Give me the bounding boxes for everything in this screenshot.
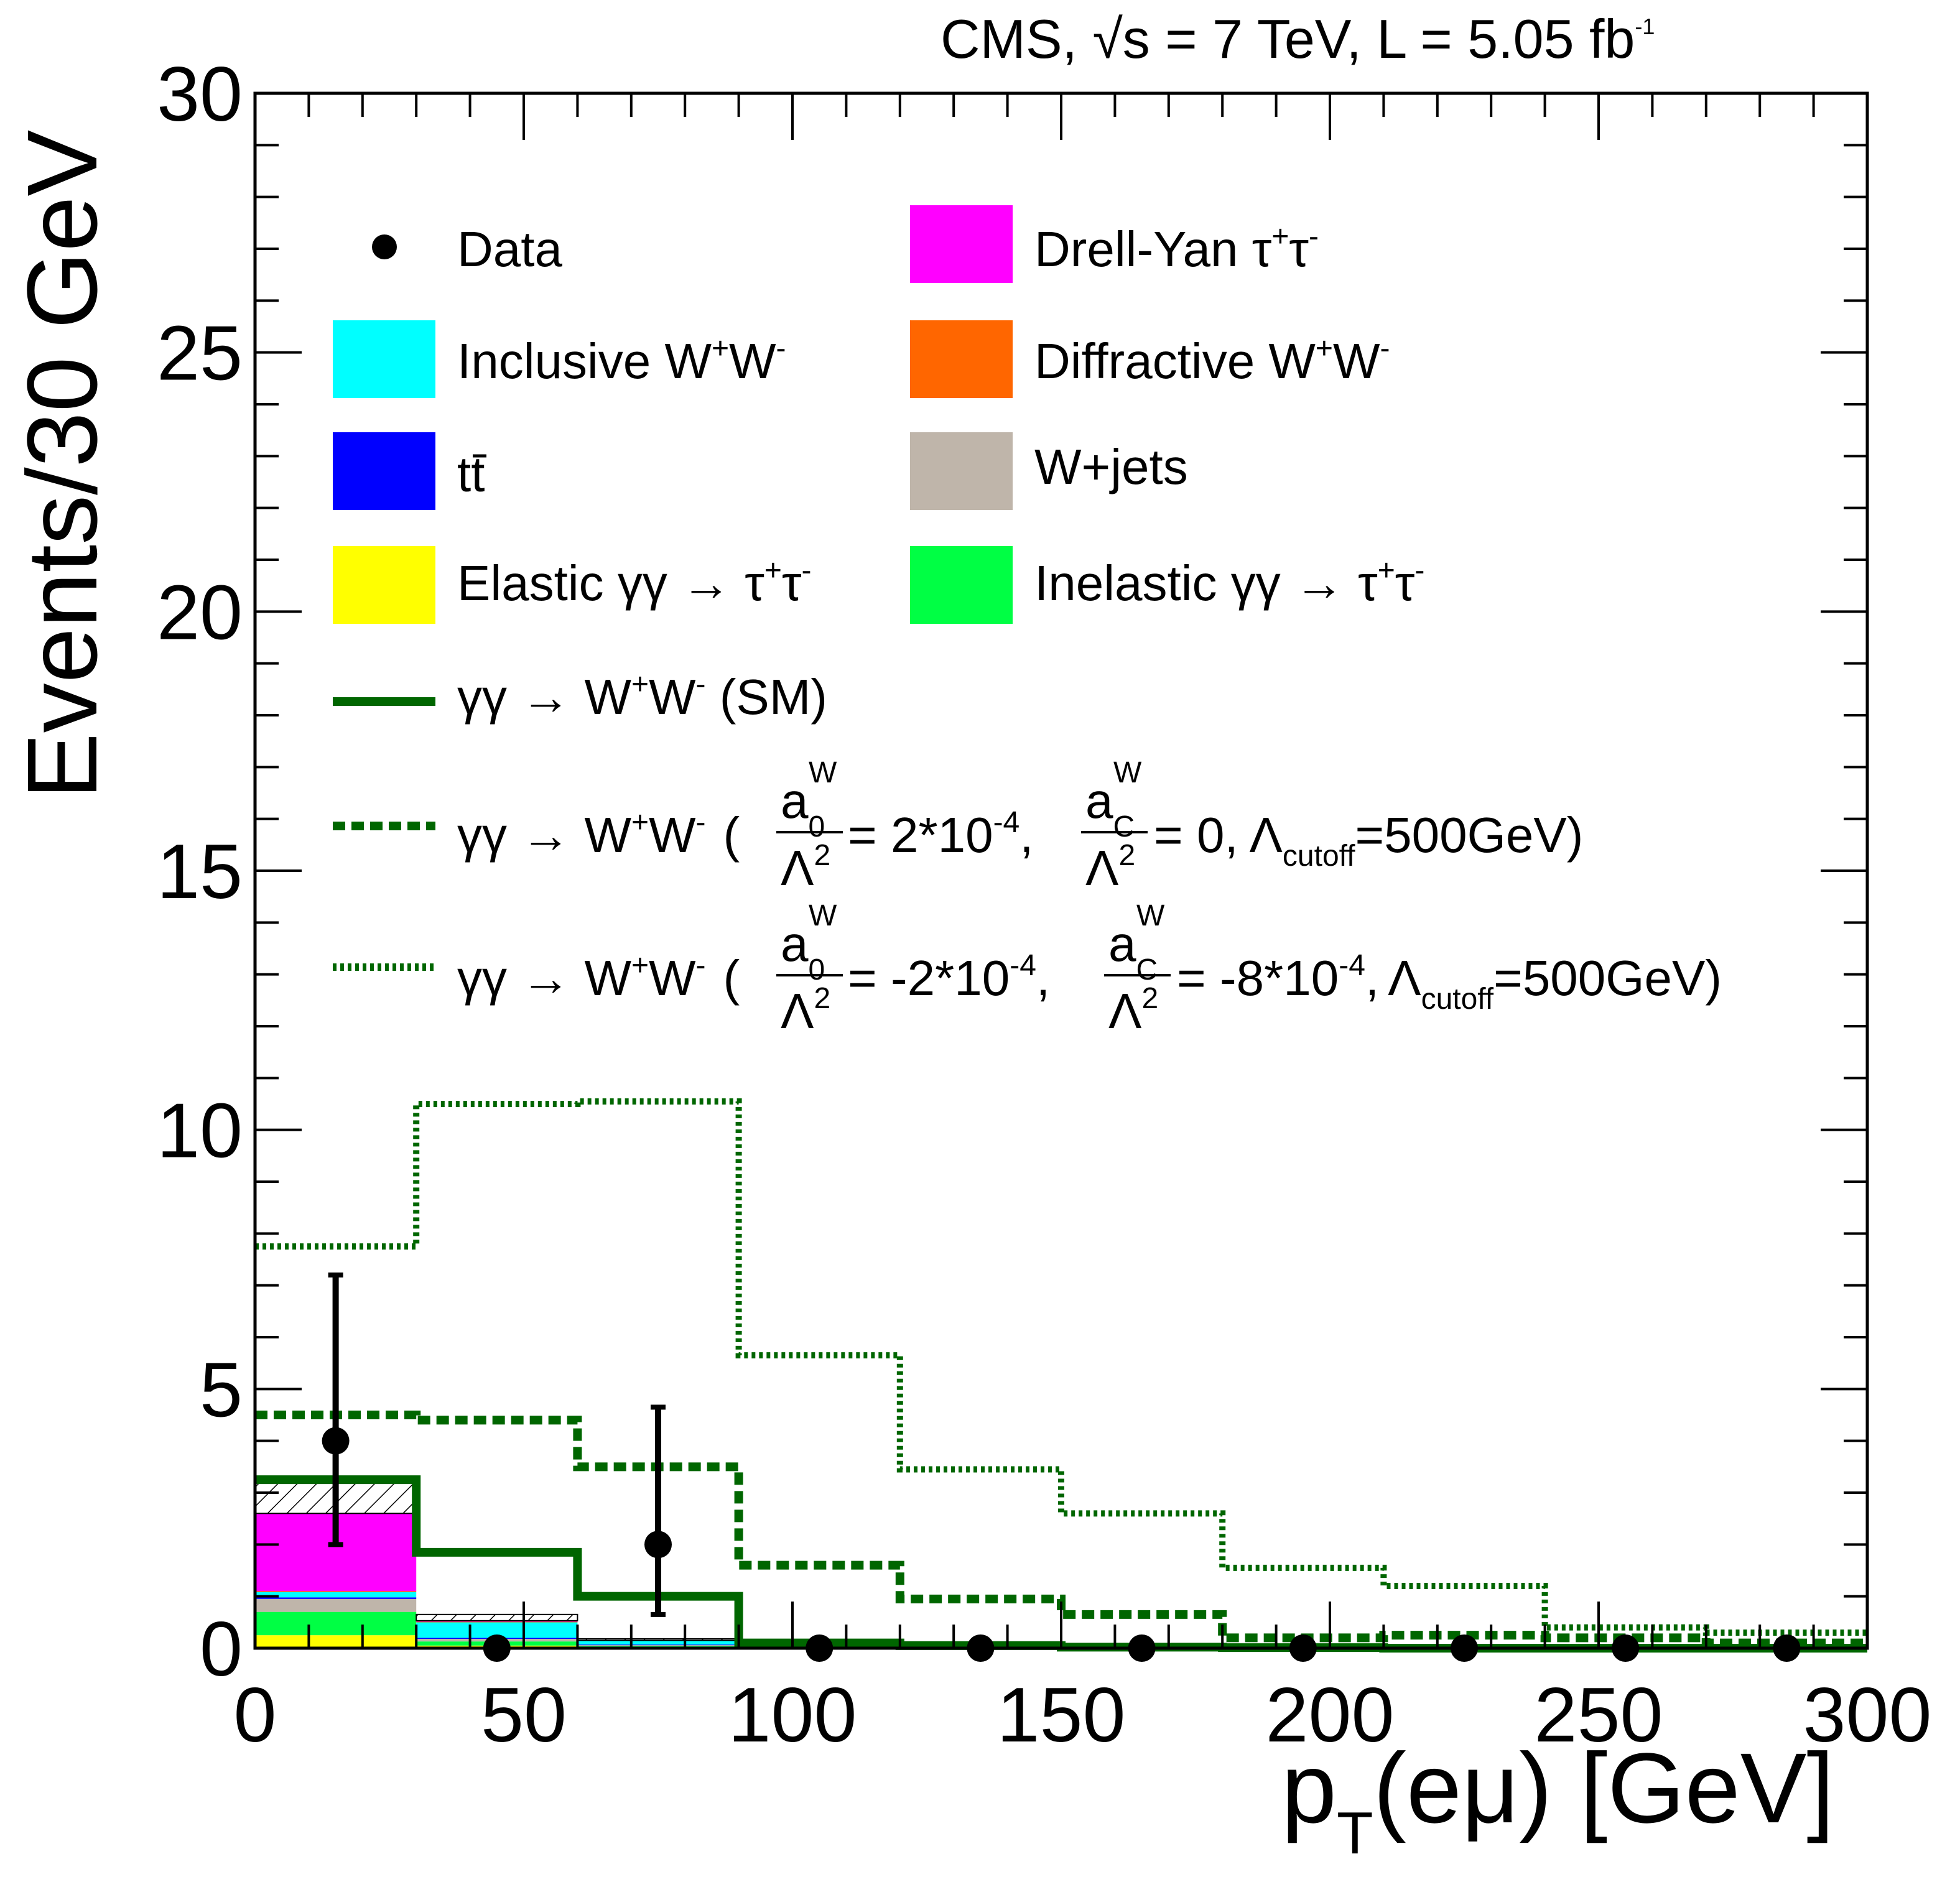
y-tick-label: 0 — [200, 1606, 243, 1692]
stack-bar-3-2 — [577, 1644, 739, 1646]
x-tick-label: 200 — [1266, 1672, 1395, 1758]
stack-bar-2-0 — [255, 1598, 417, 1612]
stack-bar-0-0 — [255, 1635, 417, 1648]
svg-text:Λ2: Λ2 — [781, 839, 830, 896]
svg-text:aC: aC — [1108, 916, 1158, 986]
x-tick-label: 300 — [1803, 1672, 1932, 1758]
legend-label-aqgc-2: γγ → W+W-( a0 W Λ2 = -2*10-4, aC W Λ2 = … — [457, 899, 1722, 1039]
svg-text:W: W — [809, 756, 837, 789]
svg-text:Λ2: Λ2 — [1108, 982, 1158, 1039]
legend: Data Drell-Yan τ+τ- Inclusive W+W- Diffr… — [333, 205, 1722, 1039]
svg-text:γγ → W+W-(: γγ → W+W-( — [457, 806, 740, 863]
legend-marker-data — [372, 234, 397, 259]
legend-swatch-wjets — [910, 432, 1013, 510]
y-tick-label: 5 — [200, 1347, 243, 1433]
legend-label-sm: γγ → W+W- (SM) — [457, 668, 827, 725]
legend-label-diffractive-ww: Diffractive W+W- — [1034, 332, 1390, 389]
stack-bar-4-2 — [577, 1640, 739, 1645]
svg-text:Λ2: Λ2 — [781, 982, 830, 1039]
legend-label-elastic: Elastic γγ → τ+τ- — [457, 554, 812, 611]
legend-swatch-drell-yan — [910, 205, 1013, 283]
svg-text:Λ2: Λ2 — [1085, 839, 1135, 896]
legend-swatch-elastic — [333, 546, 435, 624]
legend-label-data: Data — [457, 221, 562, 277]
y-tick-label: 10 — [157, 1088, 243, 1174]
stack-bar-2-2 — [577, 1645, 739, 1646]
x-tick-label: 250 — [1535, 1672, 1663, 1758]
x-tick-label: 150 — [997, 1672, 1126, 1758]
svg-text:W: W — [1113, 756, 1142, 789]
hatch-bin-2 — [577, 1638, 740, 1641]
legend-label-drell-yan: Drell-Yan τ+τ- — [1034, 220, 1319, 277]
svg-text:γγ → W+W-(: γγ → W+W-( — [457, 949, 740, 1006]
legend-swatch-inelastic — [910, 546, 1013, 624]
x-axis-label: pT(eμ) [GeV] — [1281, 1732, 1834, 1866]
data-point-0 — [322, 1427, 350, 1455]
stack-bar-5-1 — [416, 1621, 578, 1623]
signal-lines — [255, 1098, 1867, 1653]
legend-swatch-diffractive-ww — [910, 320, 1013, 398]
axis-ticks — [254, 92, 1869, 1649]
x-tick-label: 0 — [234, 1672, 277, 1758]
legend-swatch-ttbar — [333, 432, 435, 510]
x-tick-label: 100 — [728, 1672, 857, 1758]
svg-text:W: W — [809, 899, 837, 932]
data-point-2 — [644, 1531, 672, 1559]
y-tick-label: 25 — [157, 311, 243, 397]
y-tick-label: 30 — [157, 52, 243, 137]
legend-label-wjets: W+jets — [1034, 439, 1188, 494]
y-tick-label: 15 — [157, 829, 243, 915]
svg-text:= 0, Λcutoff=500GeV): = 0, Λcutoff=500GeV) — [1154, 807, 1583, 873]
svg-text:a0: a0 — [781, 916, 825, 986]
legend-label-inelastic: Inelastic γγ → τ+τ- — [1034, 554, 1424, 611]
hatch-bin-1 — [416, 1613, 578, 1621]
stack-bar-5-0 — [255, 1591, 417, 1592]
plot-frame — [253, 91, 1869, 1650]
svg-text:aC: aC — [1085, 773, 1135, 843]
stack-bar-4-0 — [255, 1592, 417, 1598]
x-tick-label: 50 — [481, 1672, 567, 1758]
stack-bar-3-0 — [255, 1597, 417, 1599]
svg-text:a0: a0 — [781, 773, 825, 843]
svg-text:= -2*10-4,: = -2*10-4, — [848, 949, 1050, 1006]
step-line-dotted — [255, 1098, 1867, 1636]
svg-text:= -8*10-4,Λcutoff=500GeV): = -8*10-4, Λcutoff=500GeV) — [1177, 949, 1722, 1016]
y-axis-label: Events/30 GeV — [6, 130, 118, 799]
svg-text:= 2*10-4,: = 2*10-4, — [848, 806, 1033, 863]
chart-header: CMS, √s = 7 TeV, L = 5.05 fb-1 — [941, 8, 1655, 70]
y-tick-label: 20 — [157, 570, 243, 656]
legend-label-inclusive-ww: Inclusive W+W- — [457, 332, 786, 389]
svg-text:W: W — [1136, 899, 1165, 932]
stack-bar-1-0 — [255, 1611, 417, 1636]
legend-swatch-inclusive-ww — [333, 320, 435, 398]
legend-label-aqgc-1: γγ → W+W-( a0 W Λ2 = 2*10-4, aC W Λ2 = 0… — [457, 756, 1583, 896]
